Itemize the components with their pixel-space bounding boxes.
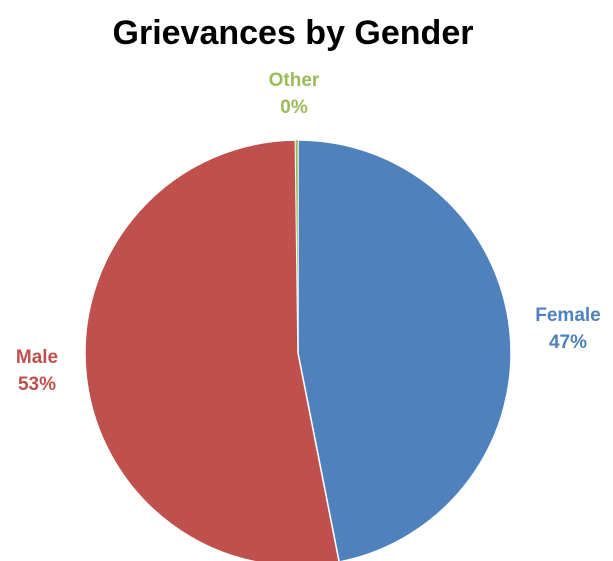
chart-title: Grievances by Gender <box>113 14 474 52</box>
slice-label-male: Male <box>16 347 58 368</box>
slice-percent-female: 47% <box>549 332 587 353</box>
slice-percent-other: 0% <box>280 97 308 118</box>
pie-slice-female <box>297 139 512 561</box>
pie-slice-male <box>84 139 340 561</box>
pie-slices <box>84 139 512 561</box>
pie-slice-other <box>295 139 299 354</box>
slice-label-other: Other <box>269 70 320 91</box>
slice-labels: Female 47% Male 53% Other 0% <box>16 70 601 395</box>
slice-label-female: Female <box>535 305 600 326</box>
slice-percent-male: 53% <box>18 374 56 395</box>
